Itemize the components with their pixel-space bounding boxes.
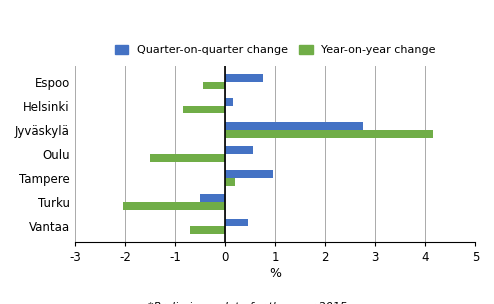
Legend: Quarter-on-quarter change, Year-on-year change: Quarter-on-quarter change, Year-on-year … (115, 45, 436, 55)
Bar (225, 122, 363, 130)
Bar (183, 106, 225, 113)
Bar (225, 219, 248, 226)
Bar (123, 202, 225, 210)
Bar (225, 170, 273, 178)
Bar (150, 154, 225, 162)
Bar (203, 81, 225, 89)
Bar (225, 98, 233, 106)
Bar (225, 130, 433, 137)
Text: *Preliminary data for the year 2015: *Preliminary data for the year 2015 (148, 302, 346, 304)
Bar (225, 178, 235, 186)
Bar (190, 226, 225, 234)
X-axis label: %: % (269, 267, 282, 280)
Bar (201, 195, 225, 202)
Bar (225, 146, 253, 154)
Bar (225, 74, 263, 81)
